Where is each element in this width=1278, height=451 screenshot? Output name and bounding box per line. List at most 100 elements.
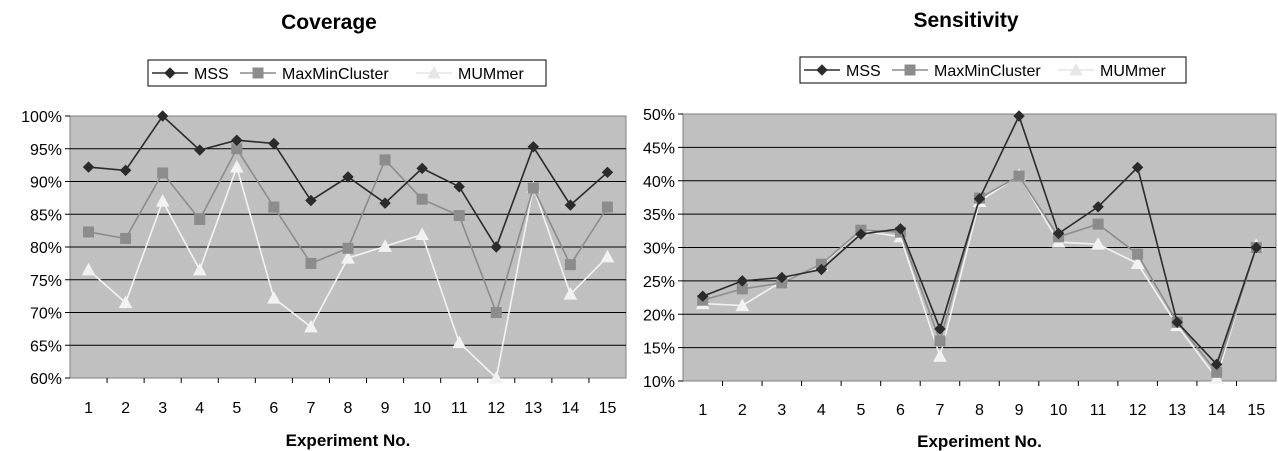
data-point: [527, 141, 540, 153]
x-tick-label: 9: [1015, 402, 1024, 419]
x-axis-label: Experiment No.: [286, 431, 411, 450]
x-tick-label: 12: [1129, 402, 1147, 419]
x-tick-label: 3: [777, 402, 786, 419]
data-point: [192, 262, 207, 276]
data-point: [1171, 316, 1183, 328]
y-tick-label: 40%: [643, 174, 675, 191]
legend-marker: [816, 64, 828, 76]
legend-marker: [427, 65, 441, 79]
data-point: [1013, 170, 1025, 182]
y-tick-label: 90%: [30, 175, 62, 192]
legend: MSS MaxMinCluster MUMmer: [799, 56, 1187, 84]
legend-label: MUMmer: [458, 66, 524, 83]
legend-label: MaxMinCluster: [934, 63, 1041, 80]
y-tick-label: 65%: [30, 338, 62, 355]
data-point: [120, 232, 132, 244]
data-point: [341, 251, 355, 264]
x-tick-label: 10: [1050, 402, 1068, 419]
data-point: [815, 263, 828, 276]
legend: MSS MaxMinCluster MUMmer: [147, 59, 547, 87]
data-point: [973, 193, 986, 205]
data-point: [1130, 256, 1145, 270]
data-point: [601, 201, 613, 213]
legend-marker: [164, 67, 176, 79]
data-point: [342, 171, 354, 183]
data-point: [1052, 227, 1065, 240]
x-tick-label: 5: [856, 402, 865, 419]
data-point: [1250, 241, 1262, 254]
data-point: [194, 144, 206, 156]
data-point: [83, 226, 95, 238]
x-tick-label: 8: [975, 402, 984, 419]
data-point: [1209, 371, 1224, 384]
data-point: [1092, 218, 1104, 230]
series-mummer: [81, 160, 615, 384]
data-point: [194, 213, 206, 225]
y-tick-label: 15%: [643, 341, 675, 358]
data-point: [267, 291, 281, 304]
data-point: [268, 201, 280, 213]
y-tick-label: 100%: [21, 109, 62, 126]
x-tick-label: 1: [84, 400, 93, 417]
y-tick-label: 35%: [643, 207, 675, 224]
x-tick-label: 15: [599, 400, 617, 417]
legend-label: MaxMinCluster: [282, 66, 389, 83]
x-tick-label: 1: [698, 402, 707, 419]
data-point: [416, 162, 428, 175]
y-tick-label: 50%: [643, 107, 675, 124]
data-point: [118, 295, 133, 309]
data-point: [601, 166, 614, 179]
data-point: [563, 287, 578, 300]
data-point: [1132, 248, 1144, 260]
data-point: [305, 194, 317, 207]
data-point: [415, 227, 429, 241]
x-tick-label: 7: [306, 400, 315, 417]
y-tick-label: 45%: [643, 140, 675, 157]
x-tick-label: 6: [896, 402, 905, 419]
x-tick-label: 6: [269, 400, 278, 417]
y-tick-label: 30%: [643, 241, 675, 258]
sensitivity-chart: Sensitivity MSS MaxMinCluster MUMmer 10% 15% 2…: [643, 9, 1277, 451]
x-tick-label: 10: [413, 400, 431, 417]
legend-label: MSS: [194, 66, 229, 83]
data-point: [1210, 358, 1223, 371]
data-point: [416, 193, 428, 205]
y-tick-label: 60%: [30, 371, 62, 388]
legend-box: [799, 56, 1187, 84]
data-point: [1131, 161, 1144, 174]
x-tick-label: 12: [487, 400, 505, 417]
chart-title: Sensitivity: [913, 9, 1018, 32]
legend-marker: [252, 67, 264, 79]
data-point: [736, 275, 749, 287]
data-point: [304, 319, 318, 333]
data-point: [490, 241, 502, 253]
data-point: [564, 259, 576, 271]
coverage-chart: Coverage MSS MaxMinCluster MUMmer 60% 65% 70% 7…: [21, 11, 627, 450]
y-tick-label: 95%: [30, 142, 62, 159]
x-tick-label: 14: [1208, 402, 1226, 419]
data-point: [489, 370, 504, 384]
y-tick-label: 75%: [30, 273, 62, 290]
data-point: [81, 262, 96, 276]
data-point: [378, 239, 392, 252]
data-point: [155, 194, 170, 207]
data-point: [1091, 237, 1105, 250]
x-tick-label: 13: [1168, 402, 1186, 419]
data-point: [379, 154, 391, 166]
chart-title: Coverage: [281, 11, 377, 34]
series-maxmincluster: [83, 143, 613, 318]
x-tick-label: 5: [232, 400, 241, 417]
data-point: [229, 160, 244, 173]
y-tick-label: 85%: [30, 207, 62, 224]
data-point: [894, 223, 907, 235]
x-tick-label: 9: [381, 400, 390, 417]
legend-marker: [1069, 62, 1083, 76]
data-point: [156, 110, 169, 122]
data-point: [305, 257, 317, 269]
x-tick-label: 11: [451, 400, 468, 417]
y-tick-label: 70%: [30, 306, 62, 323]
x-tick-label: 7: [936, 402, 945, 419]
data-point: [934, 323, 946, 335]
legend-label: MSS: [846, 63, 881, 80]
data-point: [231, 134, 243, 146]
